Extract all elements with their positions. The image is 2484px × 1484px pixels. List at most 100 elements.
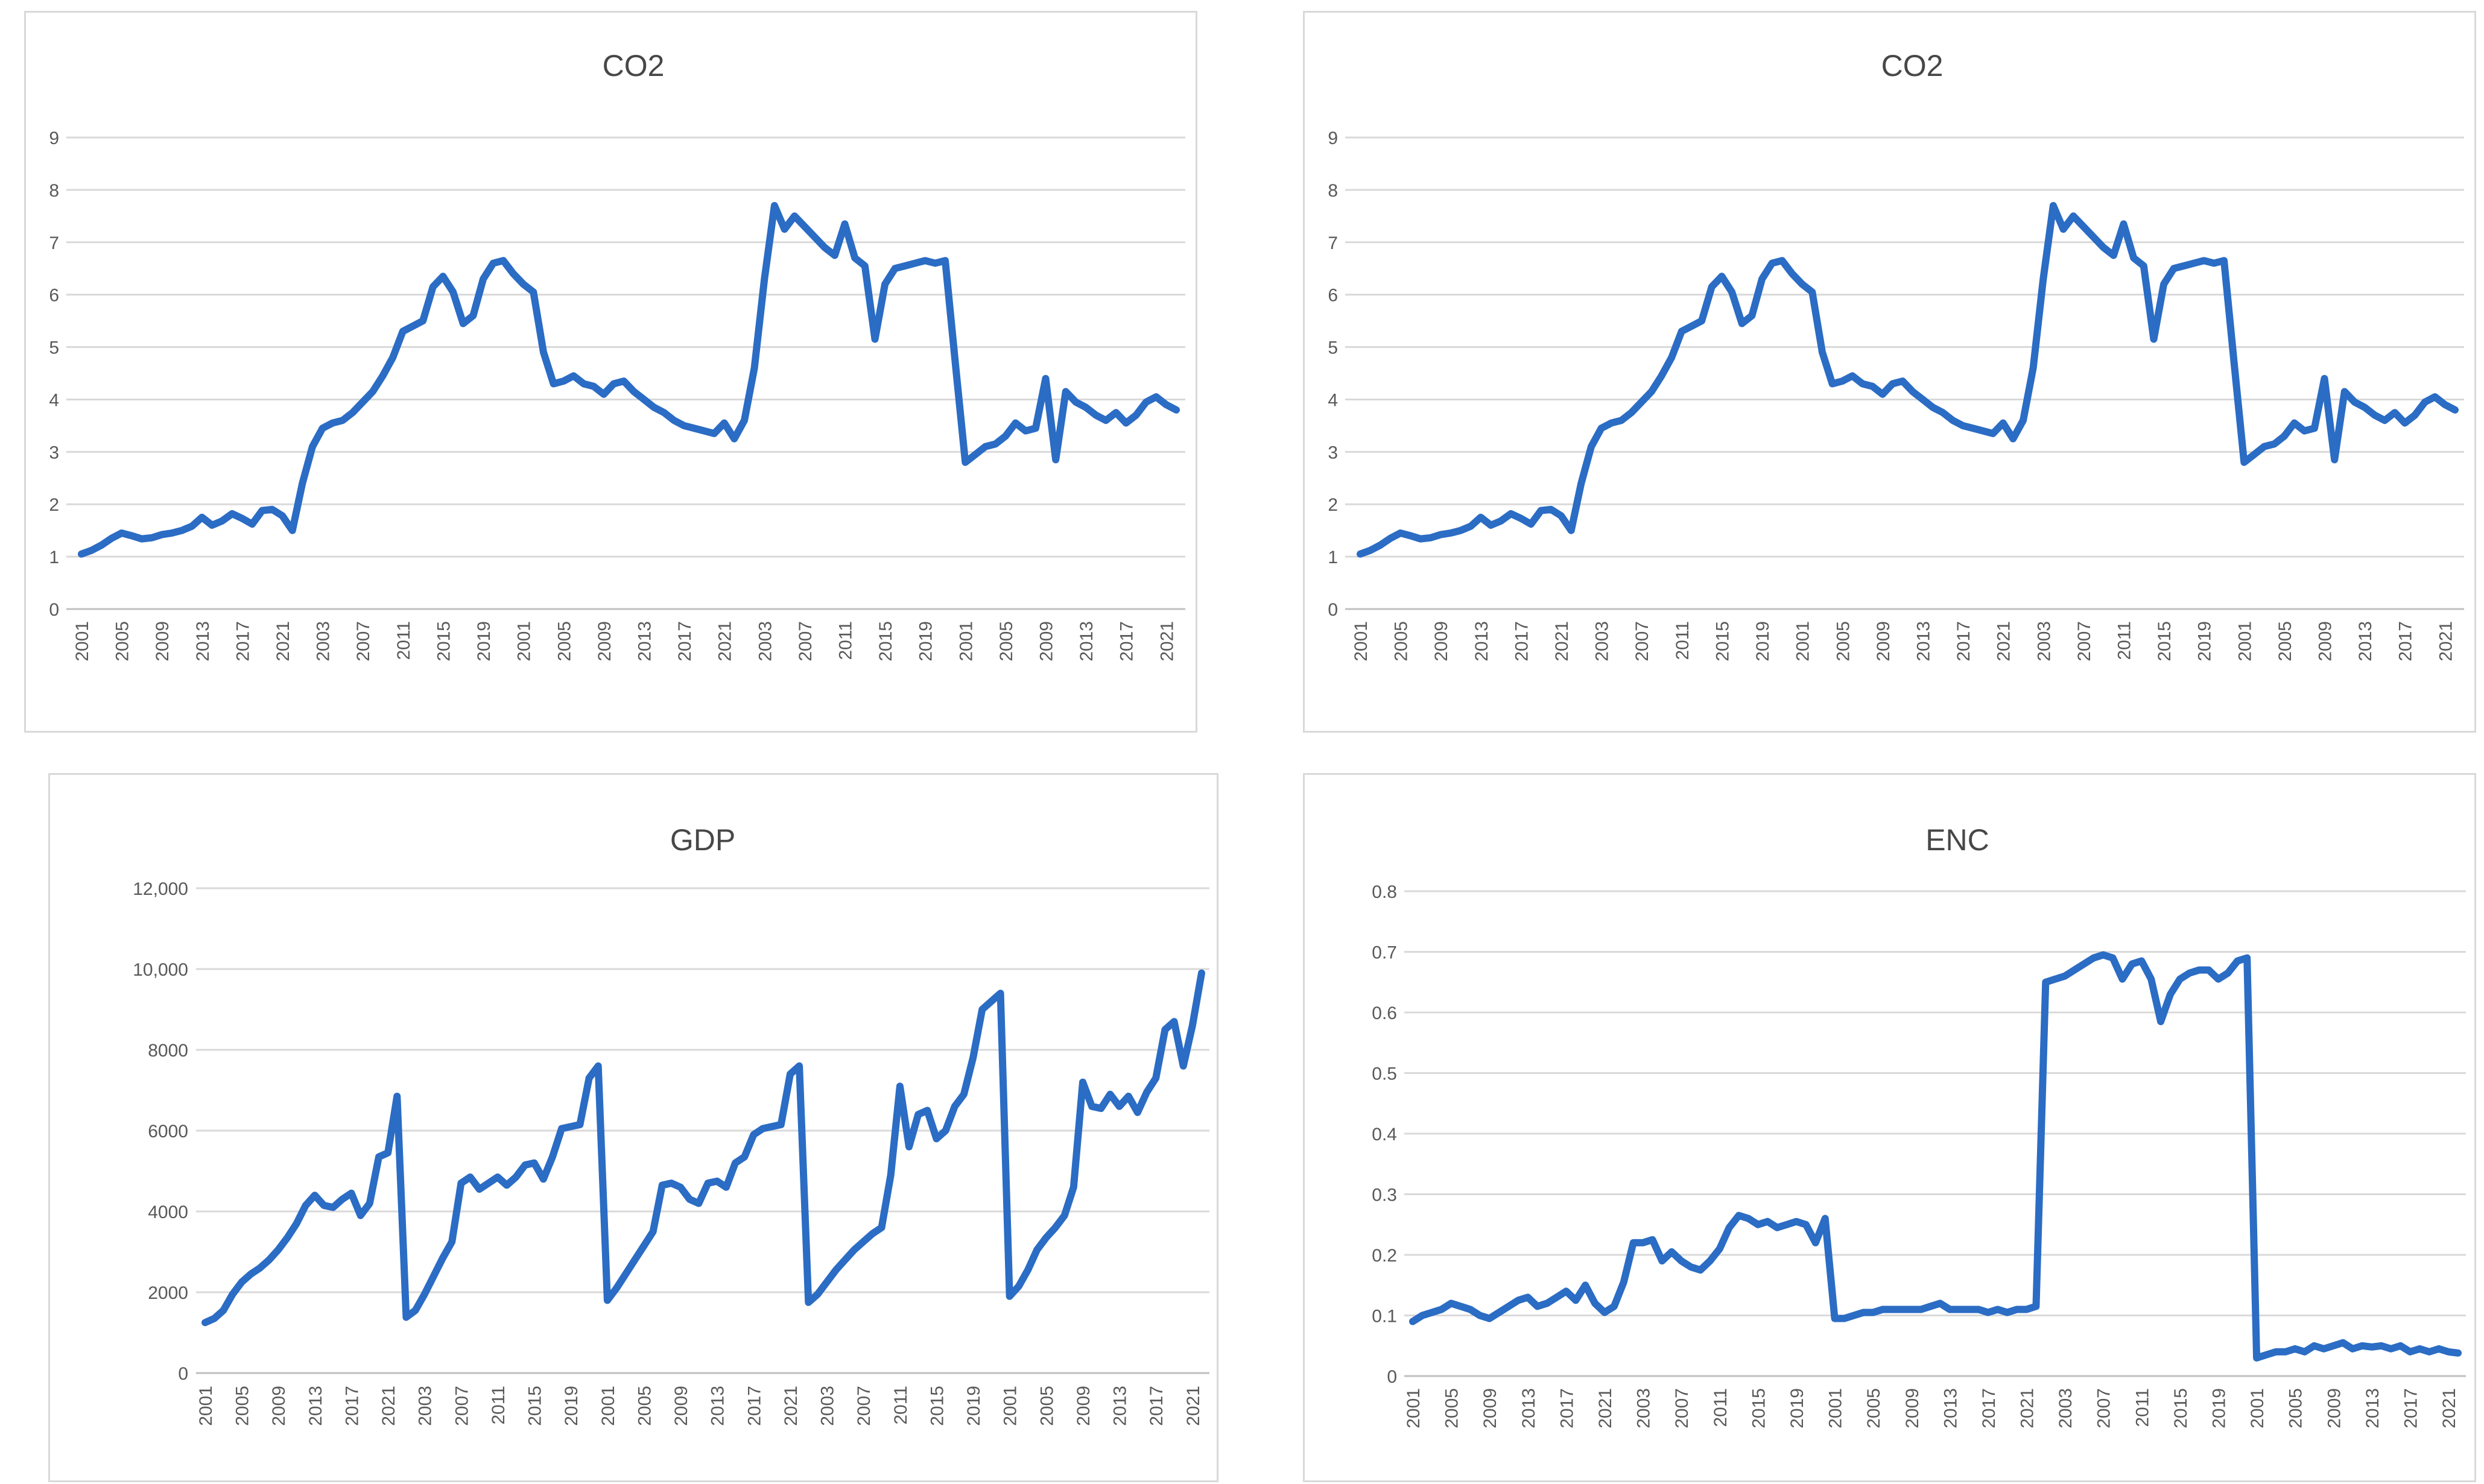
x-axis-tick-label: 2013 [1913, 621, 1933, 661]
x-axis-tick-label: 2013 [1077, 621, 1097, 661]
x-axis-tick-label: 2007 [2074, 621, 2094, 661]
x-axis-tick-label: 2013 [635, 621, 654, 661]
data-series-line [1357, 202, 2459, 558]
x-axis-tick-label: 2017 [1512, 621, 1532, 661]
x-axis-tick-label: 2001 [1826, 1388, 1846, 1429]
x-axis-tick-label: 2011 [2115, 621, 2135, 660]
x-axis-tick-label: 2011 [891, 1386, 911, 1425]
y-axis-tick-label: 1 [1328, 548, 1338, 567]
y-axis-tick-label: 7 [1328, 233, 1338, 253]
y-axis-tick-label: 9 [49, 128, 59, 148]
chart-title: GDP [670, 823, 735, 857]
x-axis-tick-label: 2007 [452, 1386, 472, 1426]
x-axis-tick-label: 2005 [1037, 1386, 1057, 1426]
x-axis-tick-label: 2007 [2094, 1388, 2114, 1429]
x-axis-tick-label: 2013 [2356, 621, 2375, 661]
x-axis-tick-label: 2005 [113, 621, 133, 661]
x-axis-tick-label: 2009 [1874, 621, 1893, 661]
x-axis-tick-label: 2001 [1001, 1386, 1021, 1426]
x-axis-tick-label: 2017 [1147, 1386, 1167, 1426]
x-axis-tick-label: 2007 [1672, 1388, 1692, 1429]
x-axis-tick-label: 2003 [416, 1386, 436, 1426]
x-axis-tick-label: 2009 [1903, 1388, 1922, 1429]
x-axis-tick-label: 2021 [2436, 621, 2456, 661]
data-series-line [201, 969, 1205, 1327]
x-axis-tick-label: 2013 [306, 1386, 326, 1426]
x-axis-tick-label: 2019 [2210, 1388, 2229, 1429]
x-axis-tick-label: 2007 [353, 621, 373, 661]
x-axis-tick-label: 2017 [744, 1386, 764, 1426]
x-axis-tick-label: 2013 [1472, 621, 1492, 661]
x-axis-tick-label: 2007 [796, 621, 816, 661]
x-axis-tick-label: 2017 [2401, 1388, 2421, 1429]
x-axis-tick-label: 2019 [964, 1386, 984, 1426]
y-axis-tick-label: 5 [49, 338, 59, 358]
chart-canvas: GDP 12,000 10,000 8000 6000 4000 2000 0 2001 2005… [48, 773, 1218, 1482]
x-axis-tick-label: 2001 [72, 621, 92, 661]
x-axis-tick-label: 2003 [1592, 621, 1612, 661]
x-axis-tick-label: 2005 [1392, 621, 1412, 661]
x-axis-tick-label: 2021 [1157, 621, 1177, 661]
x-axis-tick-label: 2005 [1833, 621, 1853, 661]
x-axis-tick-label: 2007 [854, 1386, 874, 1426]
y-axis-tick-label: 0.3 [1372, 1186, 1397, 1205]
x-axis-tick-label: 2005 [635, 1386, 654, 1426]
x-axis-tick-label: 2001 [515, 621, 534, 661]
y-axis-tick-label: 8 [1328, 181, 1338, 201]
x-axis-tick-label: 2017 [1979, 1388, 1999, 1429]
y-axis-tick-label: 5 [1328, 338, 1338, 358]
x-axis-tick-label: 2021 [379, 1386, 399, 1426]
x-axis-tick-label: 2009 [1480, 1388, 1500, 1429]
chart-title: CO2 [1881, 49, 1944, 83]
x-axis-tick-label: 2005 [554, 621, 574, 661]
x-axis-tick-label: 2017 [1117, 621, 1137, 661]
y-axis-tick-label: 2 [1328, 495, 1338, 515]
x-axis-tick-label: 2009 [671, 1386, 691, 1426]
y-axis-tick-label: 0 [1328, 600, 1338, 620]
y-axis-tick-label: 3 [1328, 443, 1338, 463]
y-axis-tick-label: 8 [49, 181, 59, 201]
y-axis-tick-label: 0 [1387, 1367, 1397, 1387]
chart-title: CO2 [603, 49, 665, 83]
chart-panel-enc-bottom-right: ENC 0.8 0.7 0.6 0.5 0.4 0.3 0.2 0.1 0 2001 2005 2009… [1303, 773, 2476, 1482]
x-axis-tick-label: 2021 [1552, 621, 1572, 661]
x-axis-tick-label: 2005 [233, 1386, 253, 1426]
y-axis-tick-label: 10,000 [133, 960, 188, 980]
x-axis-tick-label: 2021 [781, 1386, 801, 1426]
y-axis-tick-label: 2 [49, 495, 59, 515]
chart-panel-co2-top-left: CO2 9 8 7 6 5 4 3 2 1 0 2001 2005 2009 2013 2017 2021 200… [24, 11, 1197, 733]
chart-canvas: ENC 0.8 0.7 0.6 0.5 0.4 0.3 0.2 0.1 0 2001 2005 2009… [1303, 773, 2476, 1482]
x-axis-tick-label: 2013 [2363, 1388, 2383, 1429]
x-axis-tick-label: 2009 [2316, 621, 2336, 661]
y-axis-tick-label: 0 [178, 1364, 188, 1384]
x-axis-tick-label: 2017 [233, 621, 253, 661]
x-axis-tick-label: 2005 [1442, 1388, 1462, 1429]
y-axis-tick-label: 0.7 [1372, 943, 1397, 963]
x-axis-tick-label: 2011 [489, 1386, 509, 1425]
x-axis-tick-label: 2005 [996, 621, 1016, 661]
chart-border [48, 773, 1218, 1482]
x-axis-tick-label: 2007 [1632, 621, 1652, 661]
data-series-line [1409, 951, 2462, 1362]
x-axis-tick-label: 2011 [1711, 1388, 1731, 1427]
x-axis-tick-label: 2017 [1557, 1388, 1577, 1429]
x-axis-tick-label: 2015 [1713, 621, 1732, 661]
data-series-line [78, 202, 1180, 558]
x-axis-tick-label: 2011 [836, 621, 856, 660]
x-axis-tick-label: 2013 [1519, 1388, 1539, 1429]
x-axis-tick-label: 2021 [2439, 1388, 2459, 1429]
x-axis-tick-label: 2015 [876, 621, 896, 661]
y-axis-tick-label: 9 [1328, 128, 1338, 148]
y-axis-tick-label: 12,000 [133, 879, 188, 899]
chart-panel-gdp-bottom-left: GDP 12,000 10,000 8000 6000 4000 2000 0 2001 2005… [48, 773, 1218, 1482]
x-axis-tick-label: 2009 [1074, 1386, 1094, 1426]
x-axis-tick-label: 2017 [675, 621, 695, 661]
x-axis-tick-label: 2003 [1634, 1388, 1654, 1429]
x-axis-tick-label: 2001 [598, 1386, 618, 1426]
y-axis-tick-label: 3 [49, 443, 59, 463]
x-axis-tick-label: 2015 [2171, 1388, 2191, 1429]
x-axis-tick-label: 2015 [434, 621, 454, 661]
x-axis-tick-label: 2013 [708, 1386, 728, 1426]
x-axis-tick-label: 2003 [755, 621, 775, 661]
